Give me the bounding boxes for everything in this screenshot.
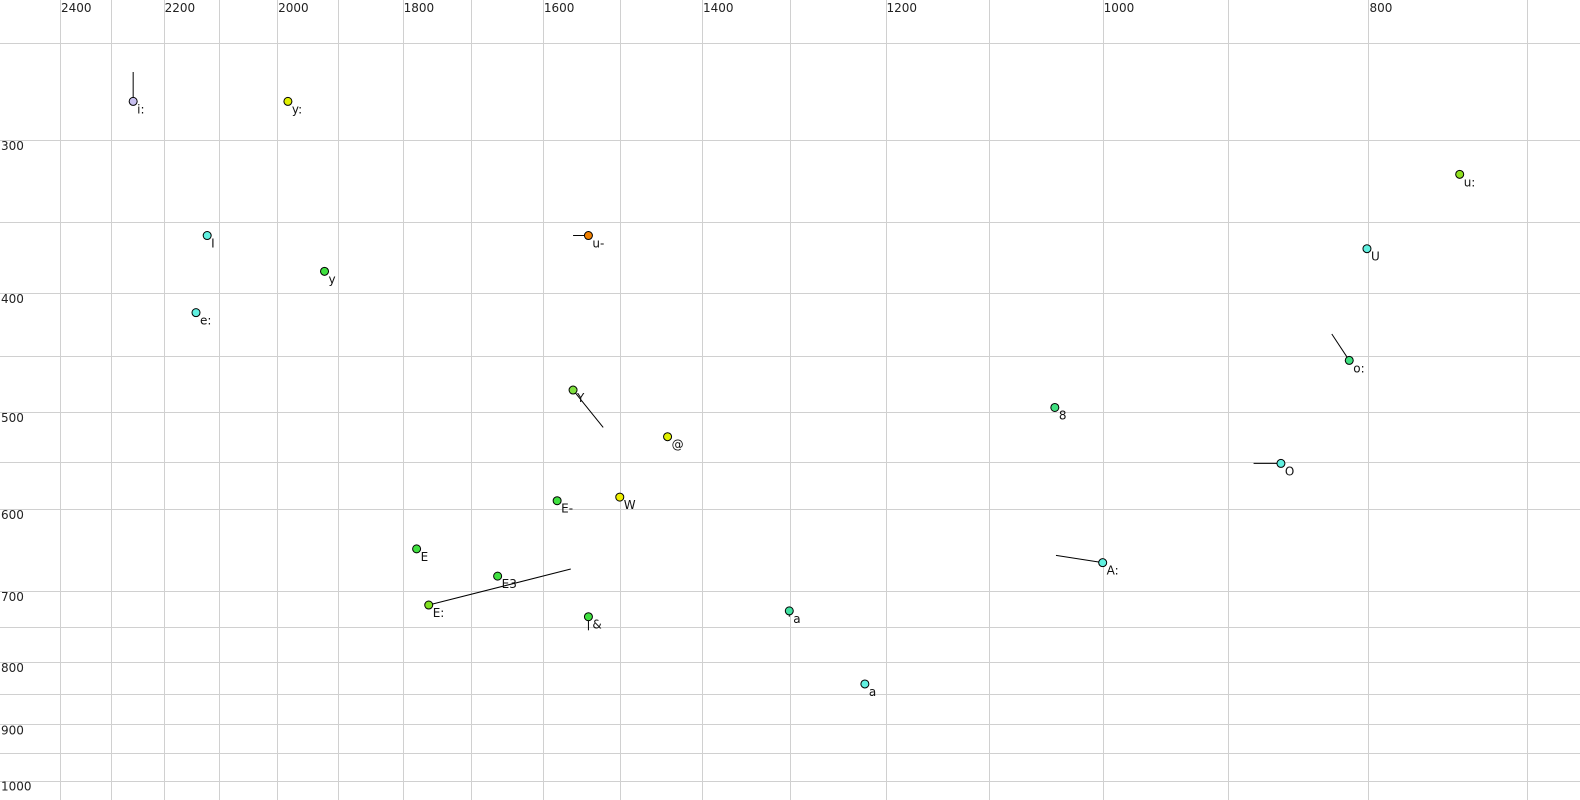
vowel-trajectory <box>572 389 604 428</box>
vowel-label: I <box>211 237 215 251</box>
x-tick-label: 1000 <box>1104 1 1135 15</box>
vowel-label: y <box>329 272 336 286</box>
vowel-label: i: <box>137 102 144 116</box>
trajectories <box>132 71 1350 631</box>
vowel-label: e: <box>200 314 211 328</box>
vowel-label: E: <box>433 606 445 620</box>
vowel-point <box>568 385 578 395</box>
x-tick-label: 1400 <box>703 1 734 15</box>
vowel-point <box>283 96 293 106</box>
y-tick-label: 700 <box>1 590 24 604</box>
y-tick-label: 900 <box>1 723 24 737</box>
vowel-label: E <box>421 550 429 564</box>
vowel-point <box>1344 355 1354 365</box>
vowel-label: o: <box>1353 361 1364 375</box>
vowel-point <box>860 679 870 689</box>
vowel-label: U <box>1371 250 1380 264</box>
x-tick-label: 800 <box>1369 1 1392 15</box>
vowel-trajectory <box>428 568 571 606</box>
axis-ticks: 2400 2200 2000 1800 1600 1400 1200 1000 800 300 40… <box>1 1 1392 794</box>
vowel-label: a <box>793 612 800 626</box>
vowel-point <box>320 266 330 276</box>
vowel-point <box>412 544 422 554</box>
vowel-point <box>1276 458 1286 468</box>
vowel-point <box>784 606 794 616</box>
y-tick-label: 800 <box>1 661 24 675</box>
y-tick-label: 300 <box>1 139 24 153</box>
vowel-point <box>615 492 625 502</box>
vowel-point <box>424 600 434 610</box>
vowel-label: A: <box>1107 564 1119 578</box>
vowel-point <box>202 231 212 241</box>
vowel-point <box>583 612 593 622</box>
vowel-point <box>1455 169 1465 179</box>
vowel-point <box>493 571 503 581</box>
x-tick-label: 1800 <box>404 1 435 15</box>
x-tick-label: 2000 <box>278 1 309 15</box>
vowel-label: u: <box>1464 175 1476 189</box>
vowel-label: y: <box>292 102 302 116</box>
vowel-label: E- <box>561 502 573 516</box>
y-tick-label: 400 <box>1 292 24 306</box>
vowel-label: Y <box>576 391 585 405</box>
vowel-point <box>552 496 562 506</box>
vowel-point <box>663 432 673 442</box>
vowel-trajectory <box>1055 554 1103 564</box>
vowel-label: & <box>592 618 601 632</box>
vowel-label: E3 <box>502 577 517 591</box>
x-tick-label: 1200 <box>887 1 918 15</box>
data-points: i: y: Iy e: u-u: Uo: Y 8 @ O E- W E E3 E: & a a A: <box>128 96 1476 699</box>
y-tick-label: 600 <box>1 508 24 522</box>
vowel-point <box>191 308 201 318</box>
x-tick-label: 2400 <box>61 1 92 15</box>
vowel-trajectory <box>1331 333 1350 361</box>
vowel-label: u- <box>592 237 604 251</box>
y-tick-label: 1000 <box>1 780 32 794</box>
x-tick-label: 2200 <box>165 1 196 15</box>
vowel-label: W <box>624 498 636 512</box>
vowel-point <box>1098 558 1108 568</box>
vowel-label: O <box>1285 464 1294 478</box>
vowel-point <box>1050 402 1060 412</box>
vowel-point <box>583 231 593 241</box>
y-tick-label: 500 <box>1 411 24 425</box>
vowel-label: 8 <box>1059 408 1067 422</box>
vowel-point <box>128 96 138 106</box>
vowel-label: a <box>869 685 876 699</box>
vowel-point <box>1362 244 1372 254</box>
x-tick-label: 1600 <box>544 1 575 15</box>
vowel-label: @ <box>672 438 684 452</box>
